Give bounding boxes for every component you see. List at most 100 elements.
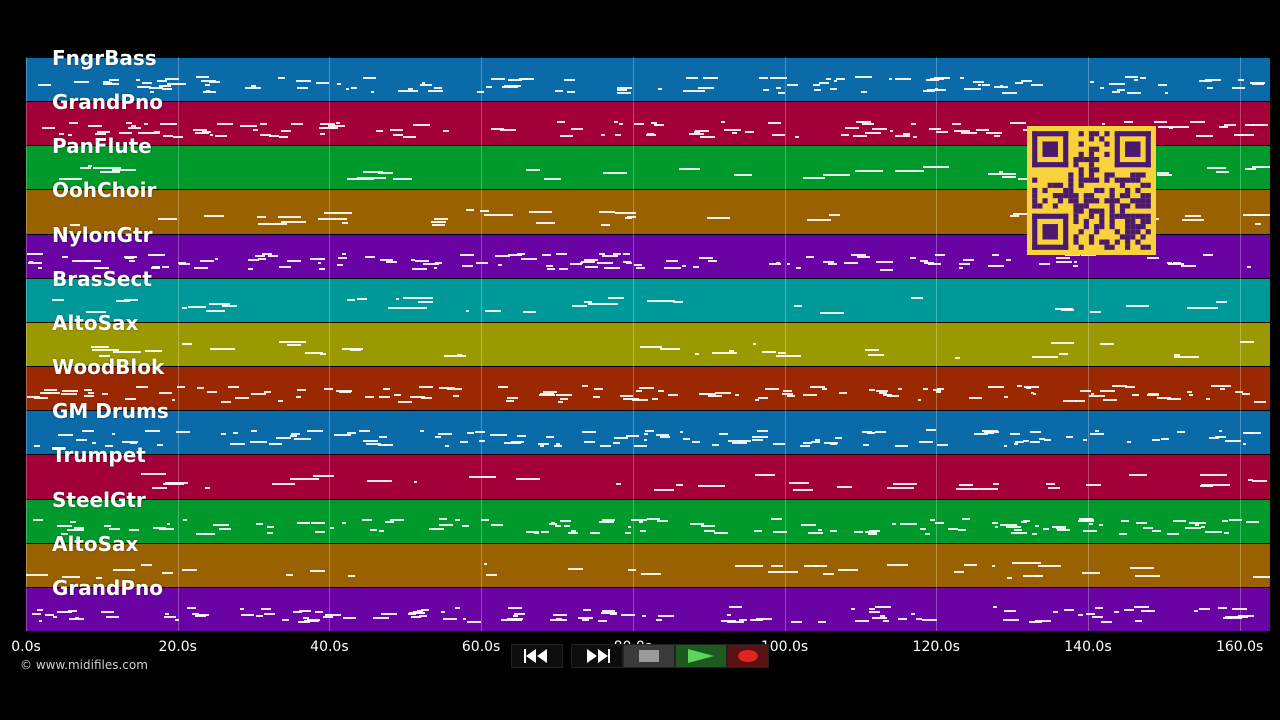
note — [614, 121, 619, 124]
note — [886, 487, 915, 490]
note — [522, 311, 537, 314]
track-lane[interactable]: AltoSax — [26, 311, 1270, 367]
note — [1200, 473, 1228, 476]
note — [894, 134, 910, 137]
note — [1173, 519, 1186, 522]
note — [549, 392, 554, 395]
note — [210, 347, 235, 350]
note — [823, 573, 834, 576]
track-lane[interactable]: Trumpet — [26, 443, 1270, 499]
note — [616, 91, 632, 94]
track-lane[interactable]: AltoSax — [26, 532, 1270, 587]
note — [1003, 444, 1007, 447]
note — [806, 256, 815, 259]
note — [105, 444, 113, 447]
note — [491, 77, 505, 80]
track-name: GrandPno — [52, 575, 163, 600]
note — [129, 442, 137, 445]
note — [257, 257, 267, 260]
note — [337, 82, 341, 85]
play-icon — [688, 649, 714, 663]
note — [714, 532, 728, 535]
note — [1002, 91, 1017, 94]
note — [413, 123, 430, 126]
note — [1060, 309, 1074, 312]
record-button[interactable] — [727, 644, 769, 668]
track-lane[interactable]: FngrBass — [26, 46, 1270, 102]
track-lane[interactable]: GM Drums — [26, 399, 1270, 455]
note — [143, 122, 148, 125]
note — [182, 519, 188, 522]
track-lane[interactable]: SteelGtr — [26, 488, 1270, 543]
note — [543, 390, 557, 393]
note — [1003, 618, 1020, 621]
note — [993, 483, 1000, 486]
note — [151, 486, 168, 489]
note — [1059, 352, 1068, 355]
note — [1206, 167, 1227, 170]
note — [910, 296, 923, 299]
play-button[interactable] — [675, 644, 727, 668]
note — [152, 265, 160, 268]
track-lane[interactable]: GrandPno — [26, 576, 1270, 631]
note — [166, 523, 171, 526]
note — [29, 260, 34, 263]
note — [528, 210, 552, 213]
note — [776, 262, 781, 265]
track-lane[interactable]: BrasSect — [26, 267, 1270, 322]
fast-forward-icon — [587, 649, 610, 663]
note — [206, 89, 211, 92]
note — [304, 619, 320, 622]
fast-forward-button[interactable] — [571, 644, 623, 668]
note — [259, 122, 267, 125]
note — [630, 518, 648, 521]
stop-button[interactable] — [623, 644, 675, 668]
note — [315, 611, 323, 614]
note — [310, 570, 326, 573]
note — [71, 260, 82, 263]
note — [1103, 399, 1118, 402]
track-name: PanFlute — [52, 134, 152, 159]
note — [1121, 519, 1129, 522]
note — [101, 393, 108, 396]
note — [601, 609, 616, 612]
note — [1108, 83, 1125, 86]
note — [615, 483, 622, 486]
note — [919, 528, 926, 531]
note — [1073, 261, 1078, 264]
note — [324, 211, 353, 214]
note — [328, 125, 346, 128]
note — [1043, 439, 1048, 442]
note — [772, 531, 787, 533]
note — [1224, 616, 1236, 619]
note — [466, 431, 474, 434]
note — [81, 259, 92, 262]
note — [864, 531, 877, 534]
note — [141, 81, 153, 84]
note — [1152, 529, 1161, 532]
note — [1078, 614, 1083, 617]
note — [491, 523, 504, 526]
note — [260, 608, 272, 611]
note — [610, 613, 615, 616]
note — [667, 394, 679, 397]
note — [291, 432, 300, 435]
note — [548, 523, 557, 526]
time-tick-label: 20.0s — [158, 639, 197, 655]
track-lane[interactable]: WoodBlok — [26, 355, 1270, 411]
note — [825, 77, 831, 80]
note — [993, 606, 997, 609]
note — [1239, 134, 1254, 137]
time-gridline — [26, 57, 27, 631]
note — [975, 128, 990, 131]
rewind-button[interactable] — [511, 644, 563, 668]
note — [729, 606, 743, 609]
note — [442, 129, 449, 132]
note — [497, 385, 509, 388]
note — [1099, 342, 1109, 345]
note — [319, 258, 326, 261]
note — [403, 135, 416, 138]
note — [88, 391, 94, 394]
note — [494, 255, 511, 258]
note — [466, 209, 474, 212]
